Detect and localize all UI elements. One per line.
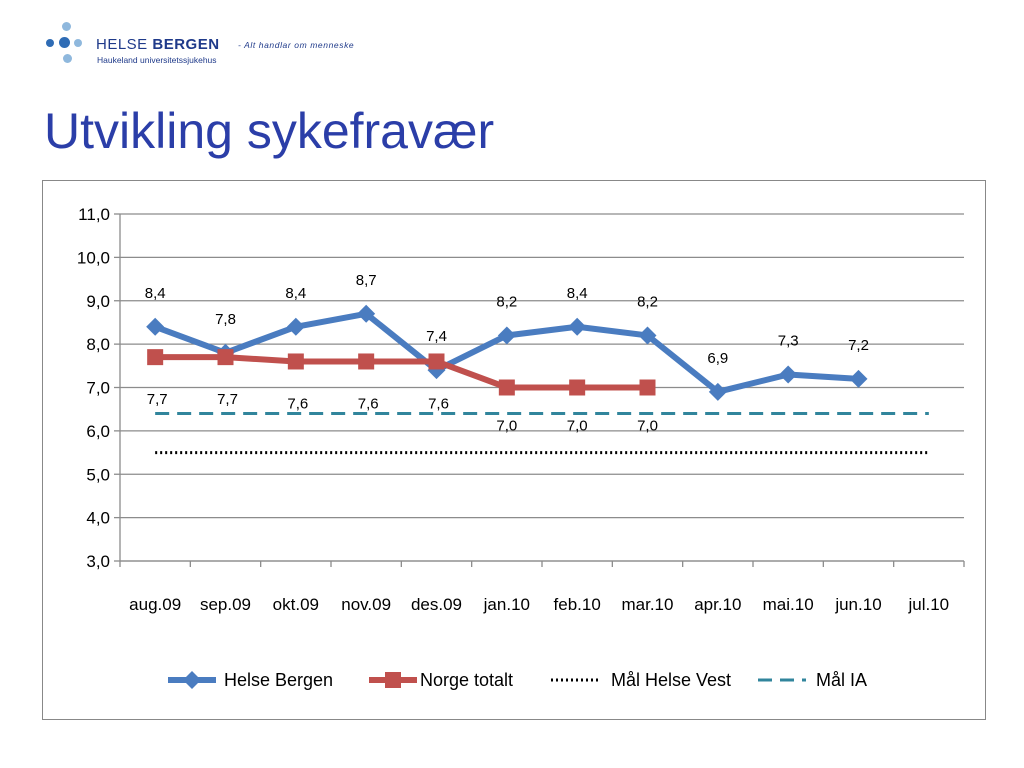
y-tick-label: 5,0 [86, 465, 110, 484]
data-label: 7,0 [567, 418, 588, 435]
data-label: 7,4 [426, 328, 447, 345]
x-tick-label: des.09 [411, 595, 462, 614]
legend-label: Norge totalt [420, 670, 513, 690]
data-point-marker [357, 304, 376, 323]
x-tick-label: jan.10 [483, 595, 530, 614]
logo-subtitle: Haukeland universitetssjukehus [97, 55, 217, 65]
x-tick-label: sep.09 [200, 595, 251, 614]
data-label: 7,3 [778, 332, 799, 349]
page-title: Utvikling sykefravær [44, 103, 495, 159]
data-label: 7,7 [217, 391, 238, 408]
y-tick-label: 7,0 [86, 379, 110, 398]
data-label: 8,2 [637, 293, 658, 310]
data-point-marker [568, 317, 587, 336]
data-point-marker [358, 353, 375, 370]
legend-marker [385, 672, 401, 688]
data-point-marker [428, 353, 445, 370]
data-point-marker [497, 326, 516, 345]
data-label: 8,2 [496, 293, 517, 310]
data-label: 8,7 [356, 272, 377, 289]
data-point-marker [286, 317, 305, 336]
data-label: 6,9 [707, 350, 728, 367]
x-tick-label: mar.10 [622, 595, 674, 614]
x-tick-label: aug.09 [129, 595, 181, 614]
data-point-marker [849, 369, 868, 388]
x-tick-label: jun.10 [834, 595, 881, 614]
data-point-marker [287, 353, 304, 370]
x-tick-label: okt.09 [273, 595, 319, 614]
data-label: 7,7 [147, 391, 168, 408]
data-label: 7,6 [428, 395, 449, 412]
data-point-marker [569, 379, 586, 396]
legend-label: Mål Helse Vest [611, 670, 731, 690]
data-label: 8,4 [285, 285, 306, 302]
y-tick-label: 8,0 [86, 335, 110, 354]
data-point-marker [779, 365, 798, 384]
data-point-marker [708, 382, 727, 401]
data-label: 7,2 [848, 337, 869, 354]
x-tick-label: apr.10 [694, 595, 741, 614]
x-tick-label: jul.10 [908, 595, 950, 614]
chart-container: 3,0 4,0 5,0 6,0 7,0 8,0 9,0 10,0 11,0 aug.09 sep.0… [42, 180, 986, 720]
data-label: 7,0 [496, 418, 517, 435]
legend-label: Helse Bergen [224, 670, 333, 690]
logo-dots-icon [46, 22, 86, 68]
data-label: 7,0 [637, 418, 658, 435]
y-tick-label: 3,0 [86, 552, 110, 571]
logo-name: HELSE BERGEN [96, 36, 220, 53]
data-point-marker [638, 326, 657, 345]
y-tick-label: 9,0 [86, 292, 110, 311]
data-point-marker [147, 349, 164, 366]
series-line-1 [155, 354, 648, 391]
y-tick-label: 10,0 [77, 248, 110, 267]
x-tick-label: mai.10 [763, 595, 814, 614]
data-label: 8,4 [567, 285, 588, 302]
helse-bergen-logo: HELSE BERGEN - Alt handlar om menneske H… [46, 22, 406, 68]
x-tick-label: nov.09 [341, 595, 391, 614]
data-label: 7,6 [287, 395, 308, 412]
data-label: 8,4 [145, 285, 166, 302]
data-point-marker [498, 379, 515, 396]
data-point-marker [217, 349, 234, 366]
legend-marker [183, 671, 201, 689]
data-point-marker [639, 379, 656, 396]
logo-tagline: - Alt handlar om menneske [238, 40, 355, 50]
y-tick-label: 4,0 [86, 509, 110, 528]
legend-label: Mål IA [816, 670, 867, 690]
data-label: 7,6 [358, 395, 379, 412]
line-chart: 3,0 4,0 5,0 6,0 7,0 8,0 9,0 10,0 11,0 aug.09 sep.0… [77, 205, 965, 690]
y-tick-label: 11,0 [78, 205, 110, 224]
x-tick-label: feb.10 [554, 595, 601, 614]
data-point-marker [146, 317, 165, 336]
y-tick-label: 6,0 [86, 422, 110, 441]
data-label: 7,8 [215, 311, 236, 328]
